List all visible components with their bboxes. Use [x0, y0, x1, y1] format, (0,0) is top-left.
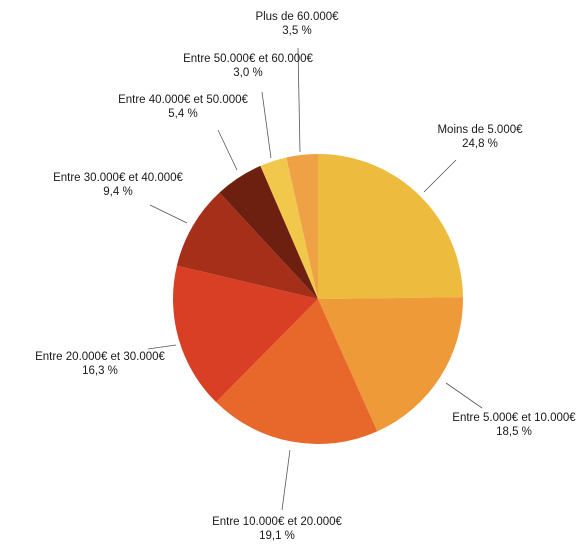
pie-slice — [318, 154, 463, 299]
pie-slice — [173, 265, 318, 403]
pie-slice — [260, 157, 318, 299]
slice-category-label: Entre 10.000€ et 20.000€ — [212, 516, 342, 528]
leader-line — [147, 344, 177, 350]
slice-value-label: 18,5 % — [496, 426, 532, 438]
leader-line — [281, 449, 291, 511]
slice-value-label: 9,4 % — [103, 186, 132, 198]
pie-slices — [173, 154, 464, 444]
slice-category-label: Moins de 5.000€ — [437, 124, 523, 136]
leader-line — [149, 204, 188, 224]
leader-line — [297, 47, 301, 153]
pie-slice — [176, 192, 318, 299]
slice-value-label: 3,5 % — [282, 25, 311, 37]
slice-value-label: 19,1 % — [259, 530, 295, 542]
slice-value-label: 24,8 % — [462, 138, 498, 150]
slice-category-label: Entre 50.000€ et 60.000€ — [183, 53, 313, 65]
pie-slice — [219, 165, 318, 299]
leader-line — [261, 91, 272, 159]
slice-category-label: Entre 20.000€ et 30.000€ — [35, 351, 165, 363]
leader-line — [217, 129, 238, 171]
pie-slice — [216, 299, 378, 444]
leader-line — [445, 382, 483, 409]
pie-slice — [318, 297, 464, 432]
slice-category-label: Entre 40.000€ et 50.000€ — [118, 94, 248, 106]
slice-category-label: Entre 5.000€ et 10.000€ — [452, 412, 576, 424]
slice-value-label: 16,3 % — [82, 365, 118, 377]
leader-line — [423, 159, 457, 193]
pie-slice — [286, 154, 318, 299]
slice-labels: Moins de 5.000€ 24,8 % Entre 5.000€ et 10.… — [35, 11, 576, 542]
slice-category-label: Entre 30.000€ et 40.000€ — [53, 172, 183, 184]
leader-lines — [147, 47, 483, 511]
slice-category-label: Plus de 60.000€ — [255, 11, 339, 23]
slice-value-label: 5,4 % — [168, 108, 197, 120]
slice-value-label: 3,0 % — [233, 67, 262, 79]
